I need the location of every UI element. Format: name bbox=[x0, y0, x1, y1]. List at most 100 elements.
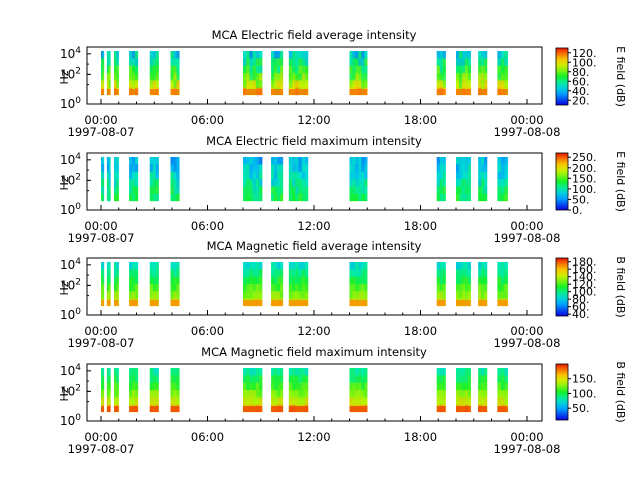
spectrogram-block bbox=[288, 368, 309, 413]
x-start-date: 1997-08-07 bbox=[68, 442, 135, 456]
x-start-date: 1997-08-07 bbox=[68, 336, 135, 350]
y-axis-label: Hz bbox=[58, 70, 71, 84]
spectrogram-block bbox=[106, 262, 111, 307]
colorbar-tick-label: 40. bbox=[572, 85, 590, 98]
x-tick-label: 18:00 bbox=[404, 430, 437, 444]
spectrogram-block bbox=[114, 51, 120, 96]
spectrogram-block bbox=[106, 51, 111, 96]
panel-title: MCA Electric field average intensity bbox=[212, 28, 417, 42]
colorbar-tick-label: 50. bbox=[572, 402, 590, 415]
spectrogram-block bbox=[114, 157, 120, 202]
spectrogram-block bbox=[170, 368, 180, 413]
panel-title: MCA Magnetic field maximum intensity bbox=[201, 345, 427, 359]
y-tick-label: 104 bbox=[60, 363, 81, 378]
spectrogram-block bbox=[149, 262, 159, 307]
x-tick-label: 00:00 bbox=[84, 324, 117, 338]
spectrogram-block bbox=[478, 368, 488, 413]
colorbar-tick-label: 120. bbox=[572, 47, 597, 60]
colorbar: 120.100.80.60.40.20. E field (dB) bbox=[555, 46, 627, 107]
x-tick-label: 18:00 bbox=[404, 113, 437, 127]
x-end-date: 1997-08-08 bbox=[494, 125, 561, 139]
spectrogram-block bbox=[129, 51, 139, 96]
spectrogram-block bbox=[456, 51, 472, 96]
spectrogram-block bbox=[497, 157, 509, 202]
spectrogram-block bbox=[243, 157, 263, 202]
x-tick-label: 00:00 bbox=[84, 113, 117, 127]
x-tick-label: 12:00 bbox=[297, 113, 330, 127]
colorbar-tick-label: 150. bbox=[572, 373, 597, 386]
x-tick-label: 18:00 bbox=[404, 324, 437, 338]
y-tick-label: 104 bbox=[60, 46, 81, 61]
x-start-date: 1997-08-07 bbox=[68, 125, 135, 139]
panel-1: MCA Electric field average intensityHz10… bbox=[58, 28, 627, 139]
colorbar-tick-label: 0. bbox=[572, 204, 583, 217]
spectrogram-block bbox=[456, 262, 472, 307]
x-end-date: 1997-08-08 bbox=[494, 336, 561, 350]
x-tick-label: 06:00 bbox=[191, 430, 224, 444]
spectrogram-block bbox=[436, 51, 446, 96]
colorbar-tick-label: 20. bbox=[572, 94, 590, 107]
spectrogram-block bbox=[106, 157, 111, 202]
panel-4: MCA Magnetic field maximum intensityHz10… bbox=[58, 345, 627, 456]
colorbar-tick-label: 50. bbox=[572, 193, 590, 206]
x-tick-label: 06:00 bbox=[191, 324, 224, 338]
spectrogram-block bbox=[349, 51, 368, 96]
colorbar-tick-label: 60. bbox=[572, 75, 590, 88]
y-tick-label: 104 bbox=[60, 152, 81, 167]
colorbar-tick-label: 100. bbox=[572, 387, 597, 400]
spectrogram-block bbox=[129, 157, 139, 202]
spectrogram-block bbox=[456, 368, 472, 413]
colorbar-scale bbox=[555, 47, 569, 106]
colorbar-tick-label: 150. bbox=[572, 172, 597, 185]
y-tick-label: 100 bbox=[60, 96, 81, 111]
x-tick-label: 12:00 bbox=[297, 324, 330, 338]
spectrogram-block bbox=[349, 368, 368, 413]
colorbar-scale bbox=[555, 363, 569, 421]
colorbar-tick-label: 100. bbox=[572, 183, 597, 196]
spectrogram-block bbox=[101, 262, 105, 307]
spectrogram-block bbox=[170, 157, 180, 202]
spectrogram-block bbox=[243, 51, 263, 96]
x-tick-label: 12:00 bbox=[297, 430, 330, 444]
spectrogram-block bbox=[436, 157, 446, 202]
y-tick-label: 102 bbox=[60, 66, 81, 81]
colorbar-tick-label: 100. bbox=[572, 286, 597, 299]
spectrogram-block bbox=[497, 262, 509, 307]
panel-2: MCA Electric field maximum intensityHz10… bbox=[58, 134, 627, 245]
x-tick-label: 00:00 bbox=[510, 219, 543, 233]
spectrogram-block bbox=[170, 51, 180, 96]
spectrogram-block bbox=[349, 262, 368, 307]
spectrogram-block bbox=[243, 262, 263, 307]
colorbar-tick-label: 180. bbox=[572, 256, 597, 269]
x-tick-label: 00:00 bbox=[84, 430, 117, 444]
spectrogram-block bbox=[101, 368, 105, 413]
colorbar: 150.100. 50. B field (dB) bbox=[555, 361, 627, 423]
spectrogram-block bbox=[114, 262, 120, 307]
panel-3: MCA Magnetic field average intensityHz10… bbox=[58, 239, 627, 350]
colorbar-label: E field (dB) bbox=[614, 151, 627, 212]
colorbar-tick-label: 80. bbox=[572, 66, 590, 79]
x-tick-label: 18:00 bbox=[404, 219, 437, 233]
y-tick-label: 100 bbox=[60, 307, 81, 322]
colorbar-tick-label: 140. bbox=[572, 271, 597, 284]
colorbar-tick-label: 250. bbox=[572, 151, 597, 164]
colorbar-tick-label: 200. bbox=[572, 162, 597, 175]
x-tick-label: 00:00 bbox=[510, 430, 543, 444]
y-tick-label: 102 bbox=[60, 277, 81, 292]
x-tick-label: 00:00 bbox=[84, 219, 117, 233]
y-tick-label: 102 bbox=[60, 383, 81, 398]
colorbar-tick-label: 100. bbox=[572, 56, 597, 69]
y-tick-label: 100 bbox=[60, 202, 81, 217]
spectrogram-block bbox=[149, 157, 159, 202]
colorbar-label: E field (dB) bbox=[614, 46, 627, 107]
spectrogram-block bbox=[349, 157, 368, 202]
colorbar: 180.160.140.120.100.80.60.40. B field (dB… bbox=[555, 256, 627, 321]
spectrogram-block bbox=[497, 368, 509, 413]
y-axis-label: Hz bbox=[58, 281, 71, 295]
spectrogram-block bbox=[288, 157, 309, 202]
x-tick-label: 00:00 bbox=[510, 113, 543, 127]
colorbar-label: B field (dB) bbox=[614, 256, 627, 317]
spectrogram-block bbox=[129, 262, 139, 307]
spectrogram-block bbox=[243, 368, 263, 413]
